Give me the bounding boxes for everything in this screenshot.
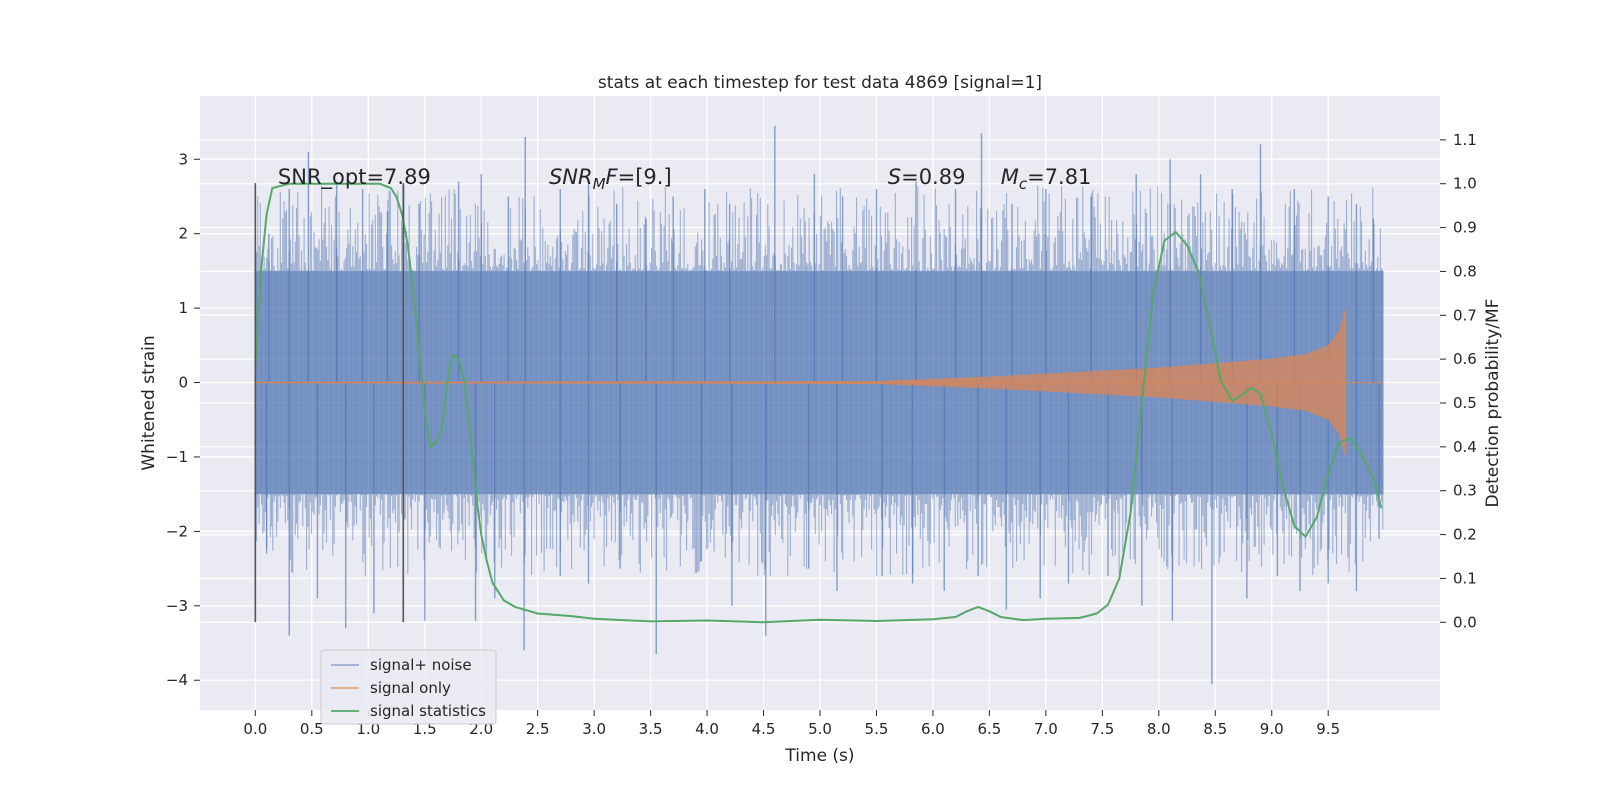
vertical-markers: [254, 183, 405, 623]
y-axis-label: Whitened strain: [139, 335, 159, 470]
y-tick-label: −2: [166, 522, 188, 540]
x-tick-label: 6.5: [977, 720, 1001, 738]
annotations: SNR_opt=7.89 SNRMF=[9.] S=0.89 Mc=7.81: [278, 165, 1092, 193]
y-tick-label: 0: [178, 374, 188, 392]
x-tick-label: 6.0: [921, 720, 945, 738]
y-tick-label: 1: [178, 299, 188, 317]
y2-tick-label: 0.9: [1453, 219, 1477, 237]
x-tick-label: 7.0: [1034, 720, 1058, 738]
annotation-label: Mc=7.81: [1001, 165, 1092, 193]
x-tick-label: 8.0: [1147, 720, 1171, 738]
x-tick-label: 9.0: [1260, 720, 1284, 738]
y-tick-label: −4: [166, 671, 188, 689]
y-tick-label: 2: [178, 225, 188, 243]
x-tick-label: 8.5: [1203, 720, 1227, 738]
x-tick-label: 9.5: [1316, 720, 1340, 738]
x-tick-label: 3.5: [639, 720, 663, 738]
x-tick-label: 2.5: [526, 720, 550, 738]
y2-tick-label: 0.1: [1453, 569, 1477, 587]
x-tick-label: 7.5: [1090, 720, 1114, 738]
annotation-label: SNRMF=[9.]: [549, 165, 672, 193]
axes: 0.0 0.5 1.0 1.5 2.0 2.5 3.0 3.5 4.0 4.5 5.0 5.5 6.0 6…: [166, 131, 1477, 738]
y2-tick-label: 0.7: [1453, 306, 1477, 324]
legend-label: signal only: [370, 679, 451, 697]
y2-tick-label: 0.4: [1453, 438, 1477, 456]
x-tick-label: 5.5: [865, 720, 889, 738]
legend-label: signal statistics: [370, 702, 486, 720]
signal-statistics-line: [254, 182, 1383, 624]
x-tick-label: 4.5: [752, 720, 776, 738]
legend: signal+ noise signal only signal statistic…: [320, 649, 497, 725]
annotation-label: SNR_opt=7.89: [278, 165, 431, 190]
y2-tick-label: 0.3: [1453, 482, 1477, 500]
y2-tick-label: 0.0: [1453, 613, 1477, 631]
x-tick-label: 0.5: [300, 720, 324, 738]
y2-tick-label: 0.6: [1453, 350, 1477, 368]
y2-tick-label: 0.8: [1453, 262, 1477, 280]
x-tick-label: 3.0: [582, 720, 606, 738]
y2-tick-label: 0.2: [1453, 526, 1477, 544]
y-tick-label: 3: [178, 150, 188, 168]
y2-tick-label: 1.1: [1453, 131, 1477, 149]
x-tick-label: 4.0: [695, 720, 719, 738]
y2-axis-label: Detection probability/MF: [1483, 299, 1503, 508]
chart-title: stats at each timestep for test data 486…: [598, 73, 1042, 93]
legend-box: [320, 649, 497, 725]
annotation-label: S=0.89: [888, 165, 966, 189]
y2-tick-label: 0.5: [1453, 394, 1477, 412]
plot-series: [254, 125, 1384, 684]
x-tick-label: 5.0: [808, 720, 832, 738]
y2-tick-label: 1.0: [1453, 175, 1477, 193]
y-tick-label: −1: [166, 448, 188, 466]
y-tick-label: −3: [166, 597, 188, 615]
x-axis-label: Time (s): [784, 746, 854, 766]
legend-label: signal+ noise: [370, 656, 472, 674]
x-tick-label: 0.0: [243, 720, 267, 738]
